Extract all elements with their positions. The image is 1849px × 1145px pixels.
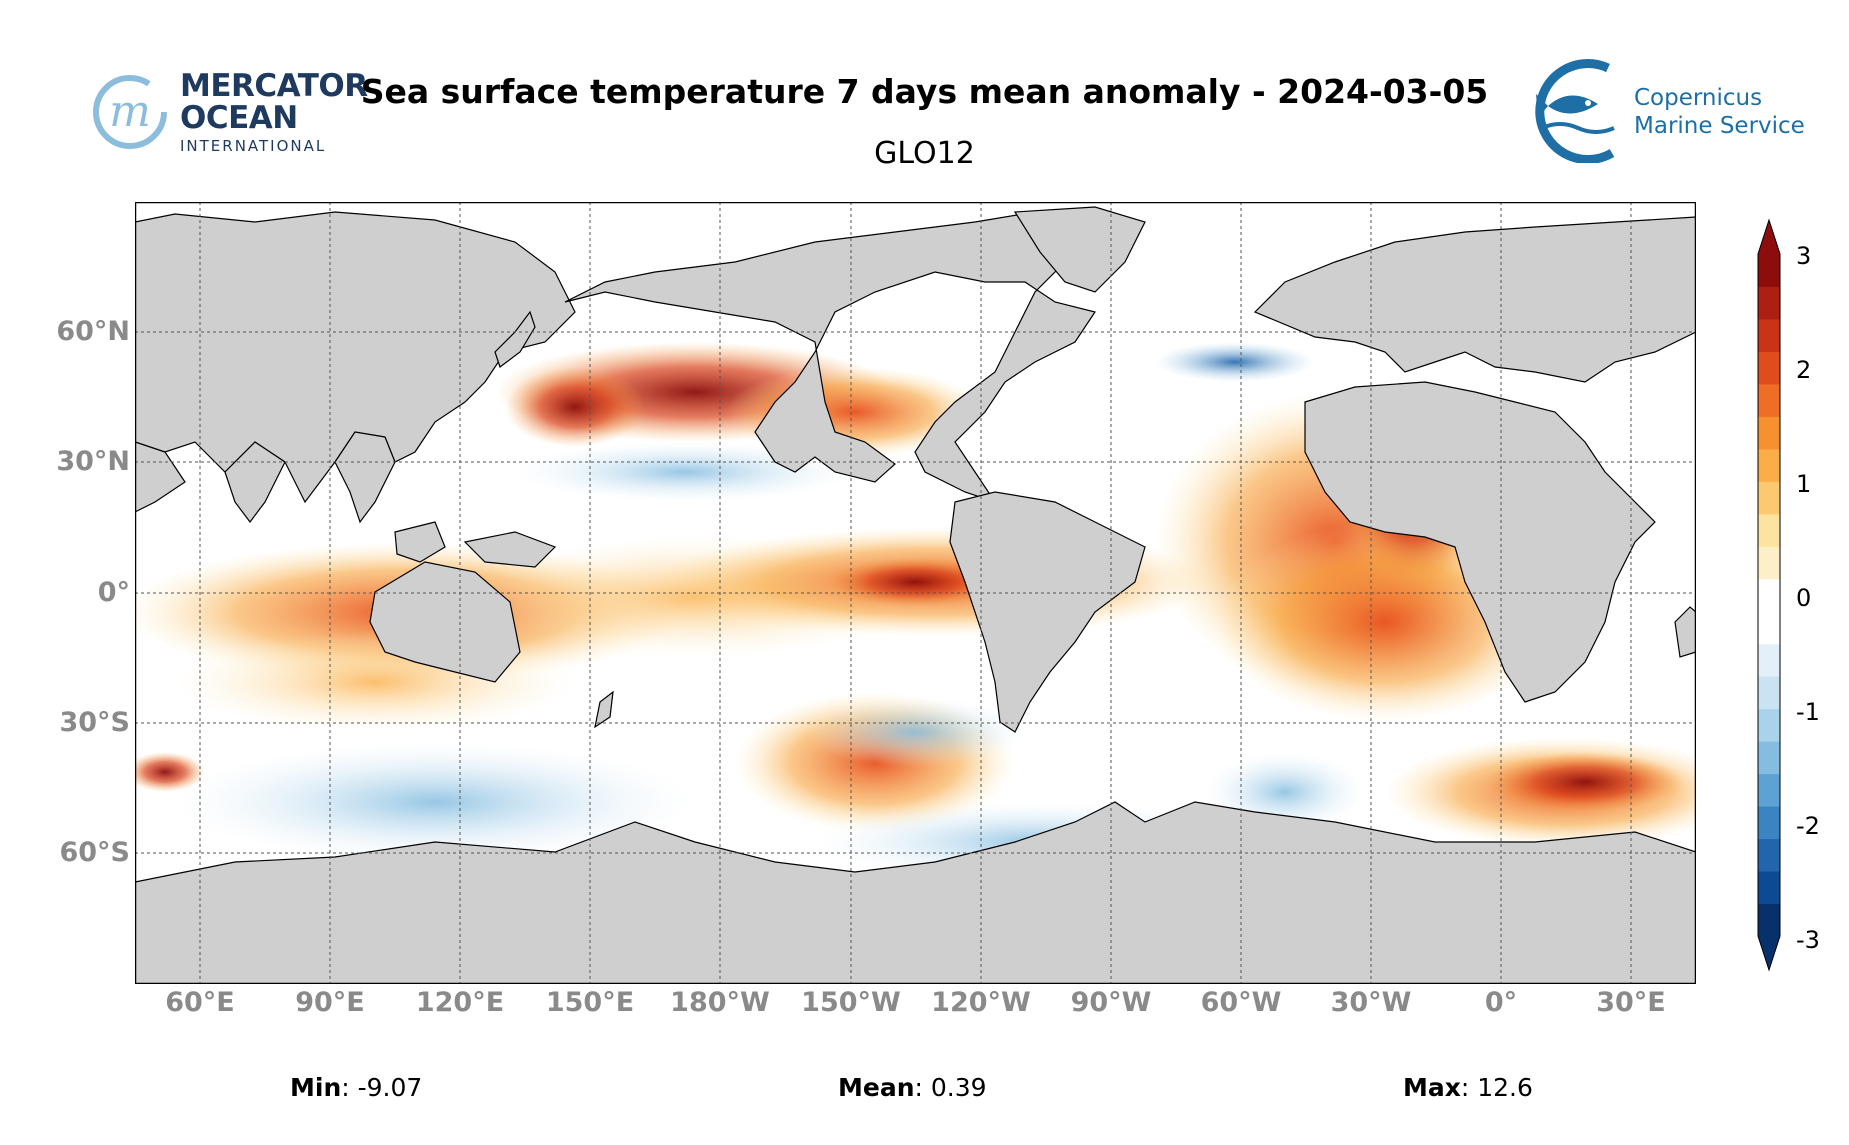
colorbar-segment: [1758, 546, 1780, 580]
colorbar-tick-2: 2: [1796, 356, 1812, 384]
lon-label-150e: 150°E: [545, 987, 635, 1018]
colorbar-segment: [1758, 416, 1780, 450]
land-australia: [369, 561, 521, 683]
lat-label-30n: 30°N: [56, 446, 130, 477]
lon-label-150w: 150°W: [801, 987, 901, 1018]
colorbar-segment: [1758, 708, 1780, 742]
stat-min: Min: -9.07: [290, 1073, 422, 1102]
lat-label-eq: 0°: [97, 577, 130, 608]
colorbar-segment: [1758, 643, 1780, 677]
colorbar-segment: [1758, 773, 1780, 807]
copernicus-logo: [1520, 58, 1630, 164]
stat-max-value: : 12.6: [1460, 1073, 1533, 1102]
lat-label-60n: 60°N: [56, 316, 130, 347]
stat-mean-value: : 0.39: [914, 1073, 987, 1102]
colorbar: [1752, 218, 1786, 972]
colorbar-segment: [1758, 611, 1780, 645]
lon-label-90e: 90°E: [295, 987, 365, 1018]
stat-min-label: Min: [290, 1073, 342, 1102]
copernicus-line2: Marine Service: [1634, 113, 1805, 139]
land-borneo: [394, 521, 446, 563]
colorbar-segment: [1758, 383, 1780, 417]
stat-mean-label: Mean: [838, 1073, 915, 1102]
colorbar-segment: [1758, 351, 1780, 385]
colorbar-segment: [1758, 871, 1780, 905]
stat-max: Max: 12.6: [1403, 1073, 1533, 1102]
lon-label-180w: 180°W: [670, 987, 770, 1018]
mercator-logo: m: [90, 72, 170, 152]
land-newzealand: [594, 690, 614, 729]
mercator-line3: INTERNATIONAL: [180, 137, 327, 155]
land-masses: [134, 206, 1697, 985]
lon-label-30w: 30°W: [1330, 987, 1412, 1018]
stat-max-label: Max: [1403, 1073, 1461, 1102]
stat-min-value: : -9.07: [341, 1073, 423, 1102]
lon-label-60w: 60°W: [1200, 987, 1282, 1018]
graticule: [135, 202, 1696, 984]
lat-label-30s: 30°S: [59, 707, 130, 738]
copernicus-wordmark: Copernicus Marine Service: [1634, 84, 1805, 140]
colorbar-tick-neg2: -2: [1796, 812, 1820, 840]
lon-label-30e: 30°E: [1596, 987, 1666, 1018]
sst-anomaly-map: [125, 201, 1745, 985]
colorbar-segment: [1758, 806, 1780, 840]
colorbar-segment: [1758, 676, 1780, 710]
colorbar-segment: [1758, 254, 1780, 287]
land-antarctica: [134, 801, 1697, 985]
colorbar-max-arrow: [1758, 220, 1780, 254]
map-panel: [125, 201, 1745, 985]
land-greenland: [1013, 206, 1146, 293]
colorbar-tick-3: 3: [1796, 242, 1812, 270]
stat-mean: Mean: 0.39: [838, 1073, 987, 1102]
colorbar-segment: [1758, 903, 1780, 937]
copernicus-fish-icon: [1535, 59, 1615, 164]
lat-label-60s: 60°S: [59, 837, 130, 868]
colorbar-segment: [1758, 741, 1780, 775]
colorbar-segment: [1758, 578, 1780, 612]
land-africa: [1304, 381, 1656, 703]
lon-label-60e: 60°E: [165, 987, 235, 1018]
lon-label-120e: 120°E: [415, 987, 505, 1018]
colorbar-segment: [1758, 481, 1780, 515]
mercator-wordmark: MERCATOR OCEAN INTERNATIONAL: [180, 70, 368, 156]
colorbar-segment: [1758, 838, 1780, 872]
copernicus-line1: Copernicus: [1634, 85, 1763, 111]
lon-label-120w: 120°W: [931, 987, 1031, 1018]
mercator-line1: MERCATOR: [180, 68, 368, 104]
colorbar-scale: [1757, 218, 1781, 972]
colorbar-segment: [1758, 448, 1780, 482]
lon-label-90w: 90°W: [1070, 987, 1152, 1018]
mercator-m-icon: m: [93, 75, 167, 149]
land-south-america: [949, 491, 1146, 733]
map-subtitle: GLO12: [874, 136, 975, 171]
colorbar-tick-neg3: -3: [1796, 926, 1820, 954]
map-frame: [134, 201, 1697, 985]
land-newguinea: [463, 531, 557, 568]
colorbar-tick-1: 1: [1796, 470, 1812, 498]
colorbar-segment: [1758, 513, 1780, 547]
lon-label-0: 0°: [1484, 987, 1518, 1018]
colorbar-tick-0: 0: [1796, 584, 1812, 612]
land-europe: [1253, 216, 1697, 383]
colorbar-min-arrow: [1758, 936, 1780, 970]
map-title: Sea surface temperature 7 days mean anom…: [360, 72, 1489, 111]
colorbar-segment: [1758, 286, 1780, 320]
colorbar-tick-neg1: -1: [1796, 698, 1820, 726]
mercator-line2: OCEAN: [180, 100, 298, 136]
colorbar-segment: [1758, 318, 1780, 352]
colorbar-outline: [1757, 218, 1781, 972]
svg-text:m: m: [109, 86, 151, 137]
land-indochina: [334, 431, 396, 524]
